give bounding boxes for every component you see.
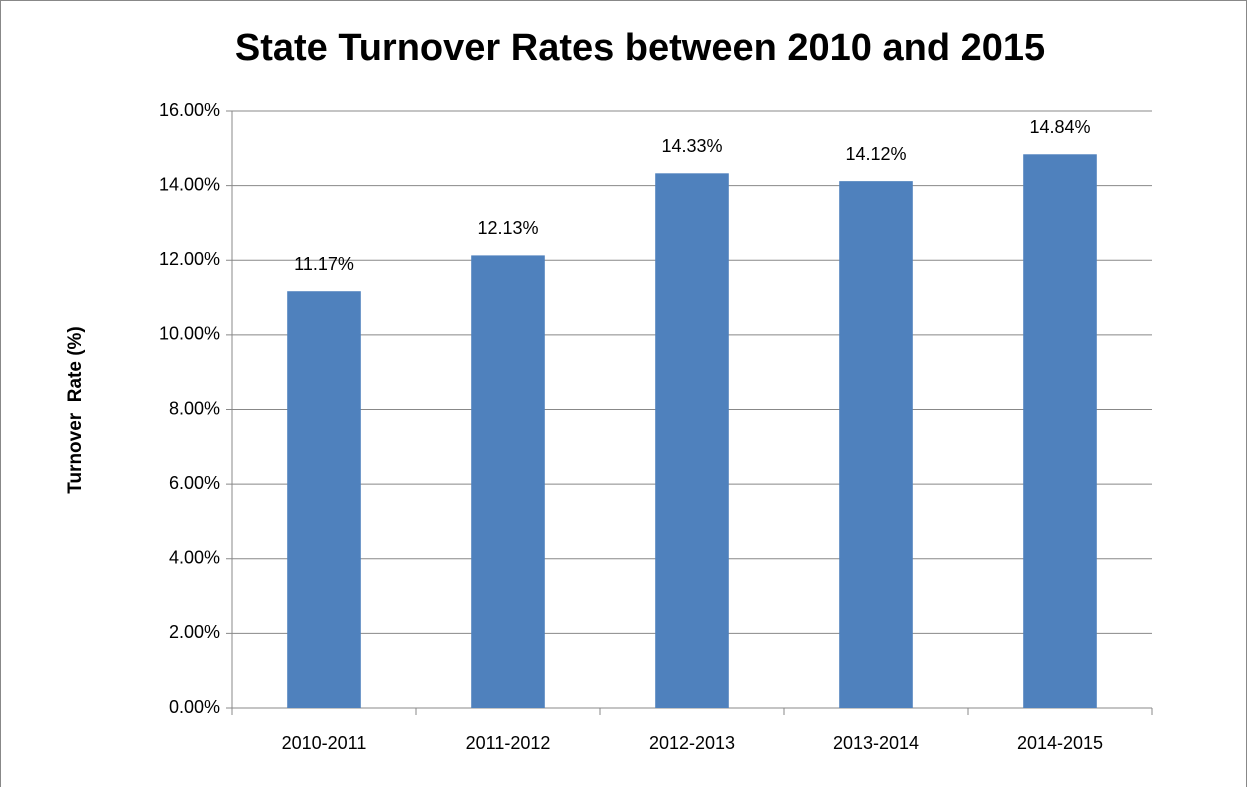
value-label: 12.13%: [477, 218, 538, 238]
y-axis-label: Turnover Rate (%): [65, 326, 86, 494]
x-tick-label: 2014-2015: [1017, 733, 1103, 753]
bar: [287, 291, 361, 708]
y-tick-label: 6.00%: [169, 473, 220, 493]
x-tick-label: 2010-2011: [282, 733, 367, 753]
y-tick-label: 14.00%: [159, 174, 220, 194]
x-tick-label: 2012-2013: [649, 733, 735, 753]
y-tick-label: 12.00%: [159, 249, 220, 269]
chart-title: State Turnover Rates between 2010 and 20…: [235, 27, 1045, 69]
y-tick-label: 2.00%: [169, 622, 220, 642]
bar: [839, 181, 913, 708]
bar: [655, 173, 729, 708]
bar: [471, 255, 545, 709]
y-tick-label: 16.00%: [159, 100, 220, 120]
y-tick-label: 8.00%: [169, 398, 220, 418]
y-tick-label: 10.00%: [159, 324, 220, 344]
y-tick-label: 4.00%: [169, 548, 220, 568]
x-tick-label: 2011-2012: [466, 733, 551, 753]
x-tick-label: 2013-2014: [833, 733, 919, 753]
value-label: 14.33%: [661, 136, 722, 156]
value-label: 14.84%: [1029, 117, 1090, 137]
bar: [1023, 154, 1097, 709]
value-label: 11.17%: [294, 254, 354, 274]
y-tick-label: 0.00%: [169, 697, 220, 717]
value-label: 14.12%: [845, 144, 906, 164]
